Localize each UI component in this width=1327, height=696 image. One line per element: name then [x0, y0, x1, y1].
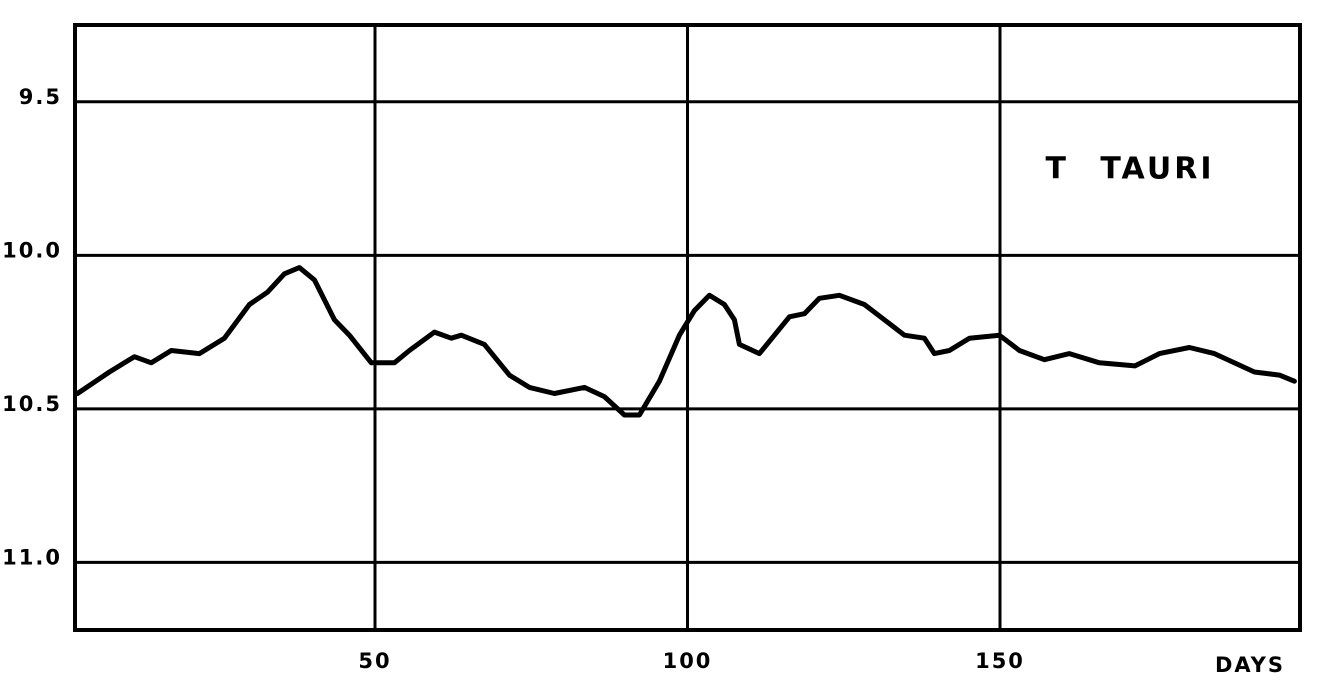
data-line — [75, 265, 1297, 418]
y-tick-label: 10.0 — [2, 238, 62, 262]
x-tick-label: 50 — [358, 649, 391, 673]
y-tick-label: 11.0 — [2, 545, 62, 569]
x-tick-label: 100 — [663, 649, 713, 673]
x-tick-label: 150 — [975, 649, 1025, 673]
y-tick-label: 10.5 — [2, 392, 62, 416]
x-axis-label: DAYS — [1215, 653, 1285, 677]
y-tick-label: 9.5 — [19, 85, 62, 109]
chart-title: T TAURI — [1046, 152, 1215, 187]
